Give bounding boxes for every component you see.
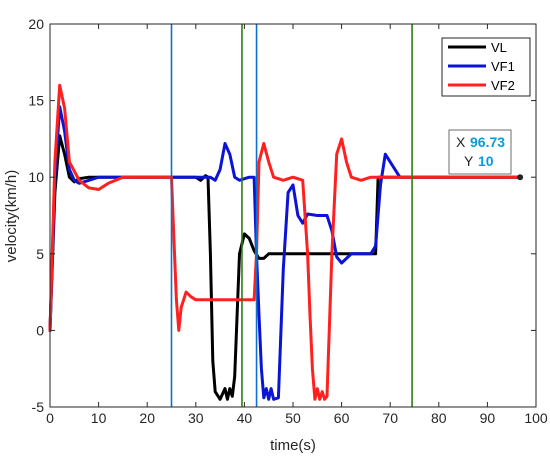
y-tick-label: 10 [28, 169, 44, 185]
plot-area [48, 83, 523, 401]
y-tick-label: 15 [28, 93, 44, 109]
x-tick-label: 10 [91, 410, 107, 426]
y-tick-label: 0 [36, 322, 44, 338]
x-tick-label: 60 [334, 410, 350, 426]
legend-label-vf1: VF1 [491, 59, 515, 74]
legend: VL VF1 VF2 [441, 37, 531, 97]
x-tick-label: 50 [285, 410, 301, 426]
y-axis-label: velocity(km/h) [3, 170, 20, 263]
x-tick-label: 90 [480, 410, 496, 426]
x-tick-label: 100 [524, 410, 548, 426]
x-tick-label: 80 [431, 410, 447, 426]
y-tick-label: 20 [28, 16, 44, 32]
data-tip-x-value: 96.73 [470, 134, 505, 150]
x-tick-label: 70 [382, 410, 398, 426]
x-tick-label: 30 [188, 410, 204, 426]
series-line-vf2 [48, 83, 523, 401]
y-tick-label: 5 [36, 246, 44, 262]
legend-label-vf2: VF2 [491, 78, 515, 93]
x-tick-label: 0 [46, 410, 54, 426]
x-axis-label: time(s) [270, 437, 316, 454]
data-tip-box [448, 129, 512, 175]
data-tip-x-label: X [456, 134, 466, 150]
x-tick-label: 40 [237, 410, 253, 426]
marker-lines [170, 24, 413, 407]
data-tip-y-label: Y [464, 153, 474, 169]
y-tick-label: -5 [32, 399, 45, 415]
x-tick-label: 20 [139, 410, 155, 426]
data-tip-y-value: 10 [478, 153, 494, 169]
legend-label-vl: VL [491, 40, 507, 55]
data-tip[interactable]: X 96.73 Y 10 [448, 129, 524, 181]
data-tip-marker [517, 174, 524, 181]
